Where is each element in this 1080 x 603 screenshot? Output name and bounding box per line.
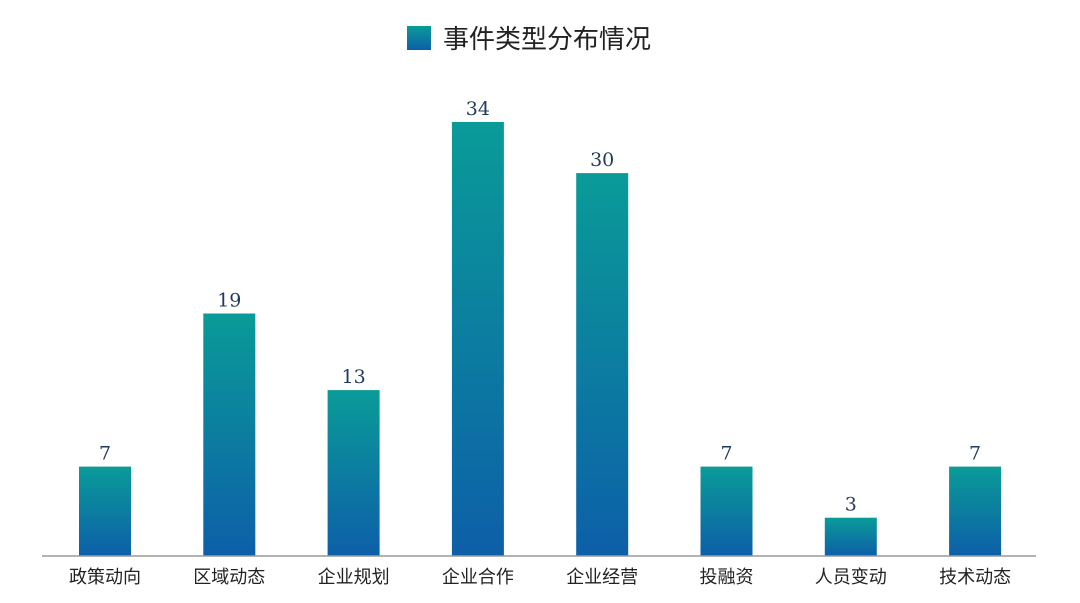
value-label-8: 7 — [969, 443, 981, 465]
bar-6 — [700, 466, 753, 556]
legend: 事件类型分布情况 — [407, 25, 651, 55]
category-label-4: 企业合作 — [442, 567, 514, 588]
category-label-1: 政策动向 — [69, 567, 141, 588]
bar-3 — [327, 390, 380, 556]
value-labels: 7 19 13 34 30 7 3 7 — [99, 98, 981, 516]
category-label-3: 企业规划 — [318, 567, 390, 588]
value-label-1: 7 — [99, 443, 111, 465]
bar-1 — [79, 466, 131, 556]
bar-8 — [949, 466, 1002, 556]
category-label-8: 技术动态 — [939, 567, 1011, 588]
bars — [79, 122, 1002, 556]
bar-5 — [576, 173, 629, 556]
legend-label: 事件类型分布情况 — [443, 25, 651, 55]
category-label-5: 企业经营 — [566, 567, 638, 588]
legend-swatch — [407, 26, 431, 50]
value-label-3: 13 — [342, 366, 366, 388]
value-label-4: 34 — [466, 98, 490, 120]
category-label-6: 投融资 — [700, 567, 754, 588]
value-label-6: 7 — [720, 443, 732, 465]
category-label-7: 人员变动 — [815, 567, 887, 588]
bar-4 — [451, 122, 504, 556]
bar-7 — [824, 517, 877, 556]
value-label-5: 30 — [590, 149, 614, 171]
category-label-2: 区域动态 — [193, 567, 265, 588]
value-label-2: 19 — [217, 290, 241, 312]
bar-2 — [203, 313, 256, 556]
value-label-7: 3 — [845, 494, 857, 516]
category-labels: 政策动向 区域动态 企业规划 企业合作 企业经营 投融资 人员变动 技术动态 — [69, 567, 1011, 588]
